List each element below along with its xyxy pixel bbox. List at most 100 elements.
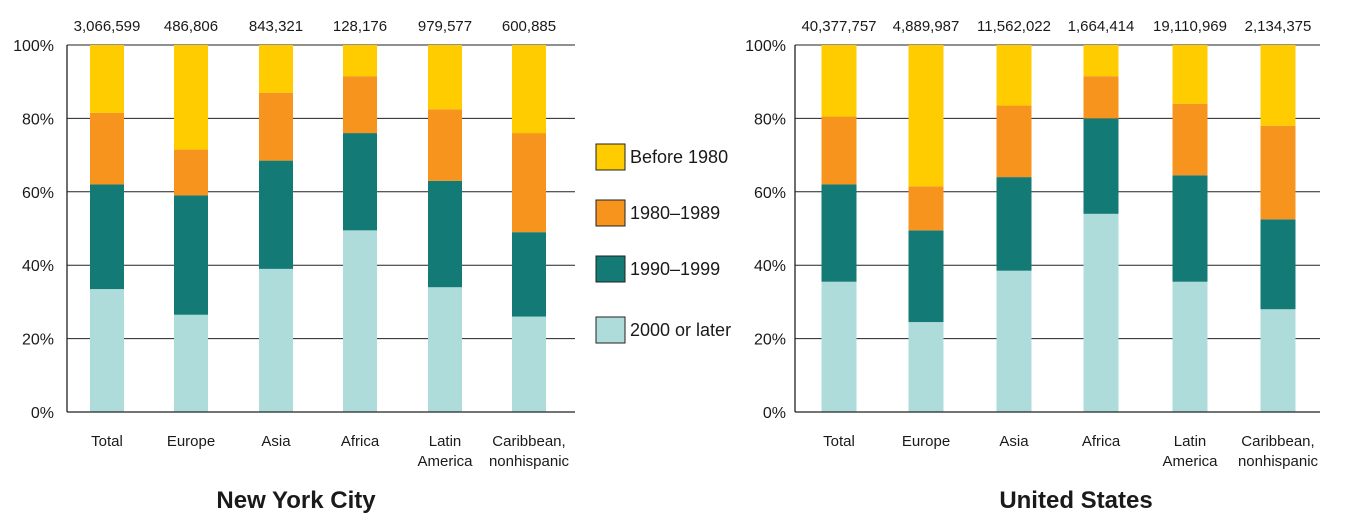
chart-title: United States: [999, 487, 1152, 514]
bar-segment-1990-1999-latin-america: [428, 180, 462, 288]
legend-swatch-1980-1989: [595, 199, 626, 227]
bar-total-label: 3,066,599: [74, 18, 141, 35]
legend: Before 1980 1980–1989 1990–1999 2000 or lat…: [595, 143, 731, 344]
chart-new-york-city: 0% 20% 40% 60% 80% 100% 3,066,599 Total 486,806 E…: [13, 18, 575, 514]
bar-total-label: 40,377,757: [801, 18, 876, 35]
bar-segment-before-1980-europe: [174, 45, 208, 150]
y-tick-label: 80%: [754, 111, 786, 128]
bar-segment-1980-1989-caribbean-nonhispanic: [512, 133, 546, 233]
y-tick-label: 60%: [754, 185, 786, 202]
x-category-label: Latin: [1174, 433, 1207, 450]
bar-segment-2000-or-later-latin-america: [1172, 281, 1208, 412]
chart-title: New York City: [216, 487, 376, 514]
x-category-label: Asia: [261, 433, 291, 450]
bar-segment-2000-or-later-asia: [259, 268, 293, 412]
x-category-label: Europe: [167, 433, 215, 450]
bar-segment-1990-1999-latin-america: [1172, 175, 1208, 282]
x-category-label: America: [417, 453, 473, 470]
legend-label-1990-1999: 1990–1999: [630, 259, 720, 279]
bar-segment-1980-1989-caribbean-nonhispanic: [1260, 125, 1296, 220]
bar-segment-1980-1989-africa: [1083, 76, 1119, 119]
bar-segment-1990-1999-total: [821, 184, 857, 282]
bar-segment-1980-1989-total: [821, 116, 857, 185]
bar-total-label: 128,176: [333, 18, 387, 35]
y-tick-label: 60%: [22, 185, 54, 202]
bar-segment-2000-or-later-caribbean-nonhispanic: [512, 316, 546, 412]
y-tick-label: 40%: [754, 258, 786, 275]
y-tick-label: 20%: [754, 332, 786, 349]
bar-segment-1980-1989-latin-america: [428, 109, 462, 181]
bar-total-label: 843,321: [249, 18, 303, 35]
bar-segment-1990-1999-africa: [343, 133, 377, 231]
bar-segment-1980-1989-europe: [174, 149, 208, 196]
bar-segment-2000-or-later-caribbean-nonhispanic: [1260, 309, 1296, 412]
bar-segment-2000-or-later-africa: [1083, 213, 1119, 412]
bar-segment-1990-1999-africa: [1083, 118, 1119, 214]
bar-segment-2000-or-later-asia: [996, 270, 1032, 412]
legend-label-before-1980: Before 1980: [630, 147, 728, 167]
bar-segment-1980-1989-europe: [908, 186, 944, 231]
y-tick-label: 80%: [22, 111, 54, 128]
bar-segment-2000-or-later-total: [90, 289, 124, 412]
y-tick-label: 20%: [22, 332, 54, 349]
bar-segment-before-1980-total: [821, 45, 857, 117]
bar-segment-2000-or-later-total: [821, 281, 857, 412]
bar-segment-2000-or-later-europe: [174, 314, 208, 412]
bar-segment-before-1980-latin-america: [428, 45, 462, 110]
x-category-label: Total: [91, 433, 123, 450]
x-category-label: Total: [823, 433, 855, 450]
bar-segment-before-1980-africa: [343, 45, 377, 77]
legend-swatch-1990-1999: [595, 255, 626, 283]
x-category-label: nonhispanic: [1238, 453, 1319, 470]
bar-segment-1990-1999-asia: [259, 160, 293, 269]
bar-segment-1980-1989-asia: [996, 105, 1032, 178]
x-category-label: Caribbean,: [1241, 433, 1314, 450]
bar-total-label: 19,110,969: [1153, 18, 1227, 35]
bar-total-label: 11,562,022: [977, 18, 1051, 35]
x-category-label: nonhispanic: [489, 453, 570, 470]
bar-total-label: 1,664,414: [1068, 18, 1135, 35]
bar-segment-1990-1999-europe: [908, 230, 944, 323]
bar-segment-1990-1999-europe: [174, 195, 208, 315]
bar-segment-1980-1989-africa: [343, 76, 377, 134]
x-category-label: Africa: [341, 433, 380, 450]
bar-segment-before-1980-caribbean-nonhispanic: [512, 45, 546, 134]
bar-segment-before-1980-total: [90, 45, 124, 113]
bar-total-label: 2,134,375: [1245, 18, 1312, 35]
y-tick-label: 0%: [31, 405, 54, 422]
bar-segment-before-1980-latin-america: [1172, 45, 1208, 104]
bar-total-label: 4,889,987: [893, 18, 960, 35]
bar-segment-2000-or-later-africa: [343, 230, 377, 412]
bar-segment-1980-1989-latin-america: [1172, 103, 1208, 176]
y-tick-label: 40%: [22, 258, 54, 275]
x-category-label: Asia: [999, 433, 1029, 450]
chart-united-states: 0% 20% 40% 60% 80% 100% 40,377,757 Total 4,889,9…: [745, 18, 1320, 514]
x-category-label: America: [1162, 453, 1218, 470]
bar-segment-before-1980-asia: [259, 45, 293, 93]
x-category-label: Africa: [1082, 433, 1121, 450]
bar-segment-before-1980-europe: [908, 45, 944, 187]
bar-segment-2000-or-later-latin-america: [428, 287, 462, 412]
y-tick-label: 0%: [763, 405, 786, 422]
bar-segment-1990-1999-caribbean-nonhispanic: [1260, 219, 1296, 310]
legend-label-2000-or-later: 2000 or later: [630, 320, 731, 340]
bar-total-label: 979,577: [418, 18, 472, 35]
y-tick-label: 100%: [13, 38, 54, 55]
bar-segment-1980-1989-total: [90, 112, 124, 185]
bar-segment-before-1980-caribbean-nonhispanic: [1260, 45, 1296, 126]
legend-label-1980-1989: 1980–1989: [630, 203, 720, 223]
bar-segment-1980-1989-asia: [259, 92, 293, 161]
bar-segment-1990-1999-asia: [996, 177, 1032, 271]
x-category-label: Caribbean,: [492, 433, 565, 450]
bar-total-label: 600,885: [502, 18, 556, 35]
legend-swatch-before-1980: [595, 143, 626, 171]
bar-total-label: 486,806: [164, 18, 218, 35]
bar-segment-1990-1999-caribbean-nonhispanic: [512, 232, 546, 317]
x-category-label: Latin: [429, 433, 462, 450]
bar-segment-before-1980-africa: [1083, 45, 1119, 77]
y-tick-label: 100%: [745, 38, 786, 55]
x-category-label: Europe: [902, 433, 950, 450]
legend-swatch-2000-or-later: [595, 316, 626, 344]
bar-segment-before-1980-asia: [996, 45, 1032, 106]
